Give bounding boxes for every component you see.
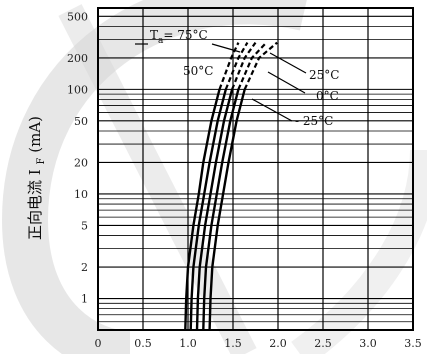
y-tick-label-2: 5 (81, 219, 88, 232)
x-tick-label-1: 0.5 (134, 337, 152, 350)
x-tick-label-6: 3.0 (359, 337, 377, 350)
annotation-layer: Ta= 75°C 50°C 25°C 0°C - 25°C (135, 28, 339, 128)
curve-solid-2 (195, 89, 234, 331)
x-tick-label-4: 2.0 (269, 337, 287, 350)
y-tick-label-8: 500 (67, 10, 88, 23)
curve-dashed-3 (237, 41, 268, 90)
watermark-arc-right (291, 149, 427, 354)
plot-frame (97, 7, 414, 331)
x-tick-label-0: 0 (95, 337, 102, 350)
tick-layer: 0 0.5 1.0 1.5 2.0 2.5 3.0 3.5 1 2 5 10 20 50 100 200 500 (67, 10, 422, 350)
axes-layer (97, 7, 414, 331)
y-axis-label: 正向电流 I F (mA) (26, 116, 48, 240)
curve-dashed-4 (243, 41, 278, 90)
label-leader-minus25c (251, 98, 293, 122)
y-axis-label-main: 正向电流 I (26, 169, 44, 240)
series-label-0c: 0°C (316, 89, 339, 103)
y-tick-label-0: 1 (81, 293, 88, 306)
curve-solid-4 (208, 89, 246, 331)
y-tick-label-6: 100 (67, 83, 88, 96)
curve-solid-3 (202, 89, 240, 331)
y-axis-label-unit: (mA) (26, 116, 44, 153)
x-tick-label-5: 2.5 (314, 337, 332, 350)
series-label-50c: 50°C (183, 64, 213, 78)
series-label-25c: 25°C (309, 68, 339, 82)
x-tick-label-2: 1.0 (179, 337, 197, 350)
y-tick-label-1: 2 (81, 261, 88, 274)
curve-layer (184, 41, 278, 331)
x-tick-label-3: 1.5 (224, 337, 242, 350)
y-tick-label-5: 50 (74, 115, 88, 128)
x-tick-label-7: 3.5 (404, 337, 422, 350)
y-tick-label-4: 20 (74, 156, 88, 169)
label-leader-0c (267, 71, 306, 94)
label-leader-25c (269, 52, 307, 74)
label-leader-ta75-right (211, 43, 241, 53)
y-tick-label-3: 10 (74, 188, 88, 201)
curve-dashed-1 (224, 42, 249, 90)
series-label-minus25c: - 25°C (295, 114, 333, 128)
watermark-stripe (58, 4, 257, 354)
y-axis-label-subscript: F (36, 158, 47, 165)
curve-dashed-2 (231, 41, 257, 90)
y-tick-label-7: 200 (67, 52, 88, 65)
curve-dashed-0 (218, 42, 240, 90)
series-label-ta75: Ta= 75°C (150, 28, 208, 46)
curve-solid-1 (189, 89, 227, 331)
curve-solid-0 (184, 89, 221, 331)
